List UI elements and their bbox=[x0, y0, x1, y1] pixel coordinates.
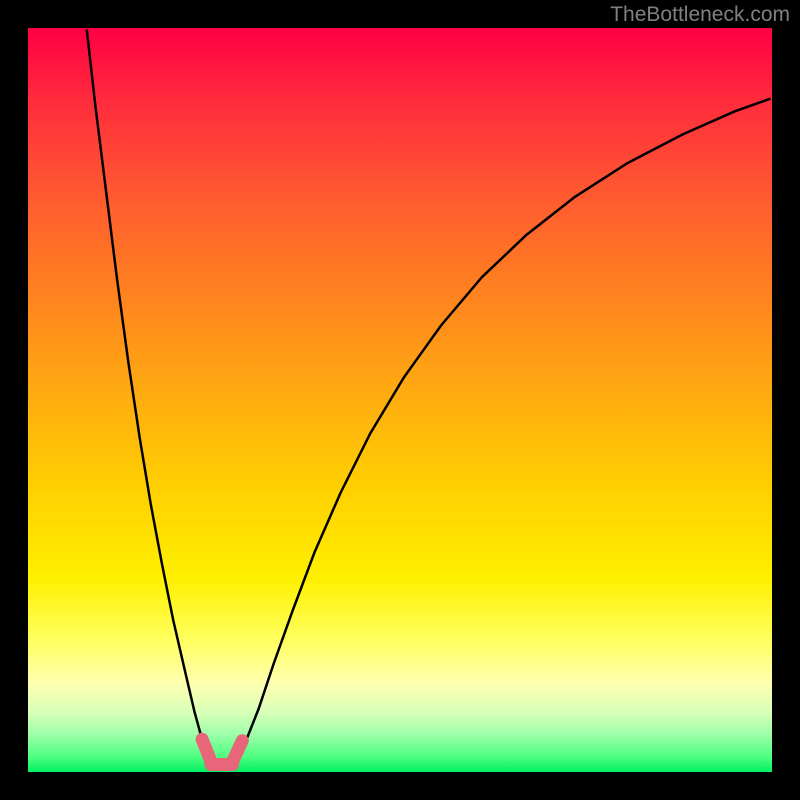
plot-area bbox=[28, 28, 772, 772]
curve-layer bbox=[28, 28, 772, 772]
attribution-text: TheBottleneck.com bbox=[610, 3, 790, 27]
bottleneck-curve bbox=[87, 29, 771, 768]
chart-container: { "attribution": "TheBottleneck.com", "c… bbox=[0, 0, 800, 800]
marker-segment bbox=[233, 741, 243, 762]
minima-markers bbox=[202, 739, 242, 764]
